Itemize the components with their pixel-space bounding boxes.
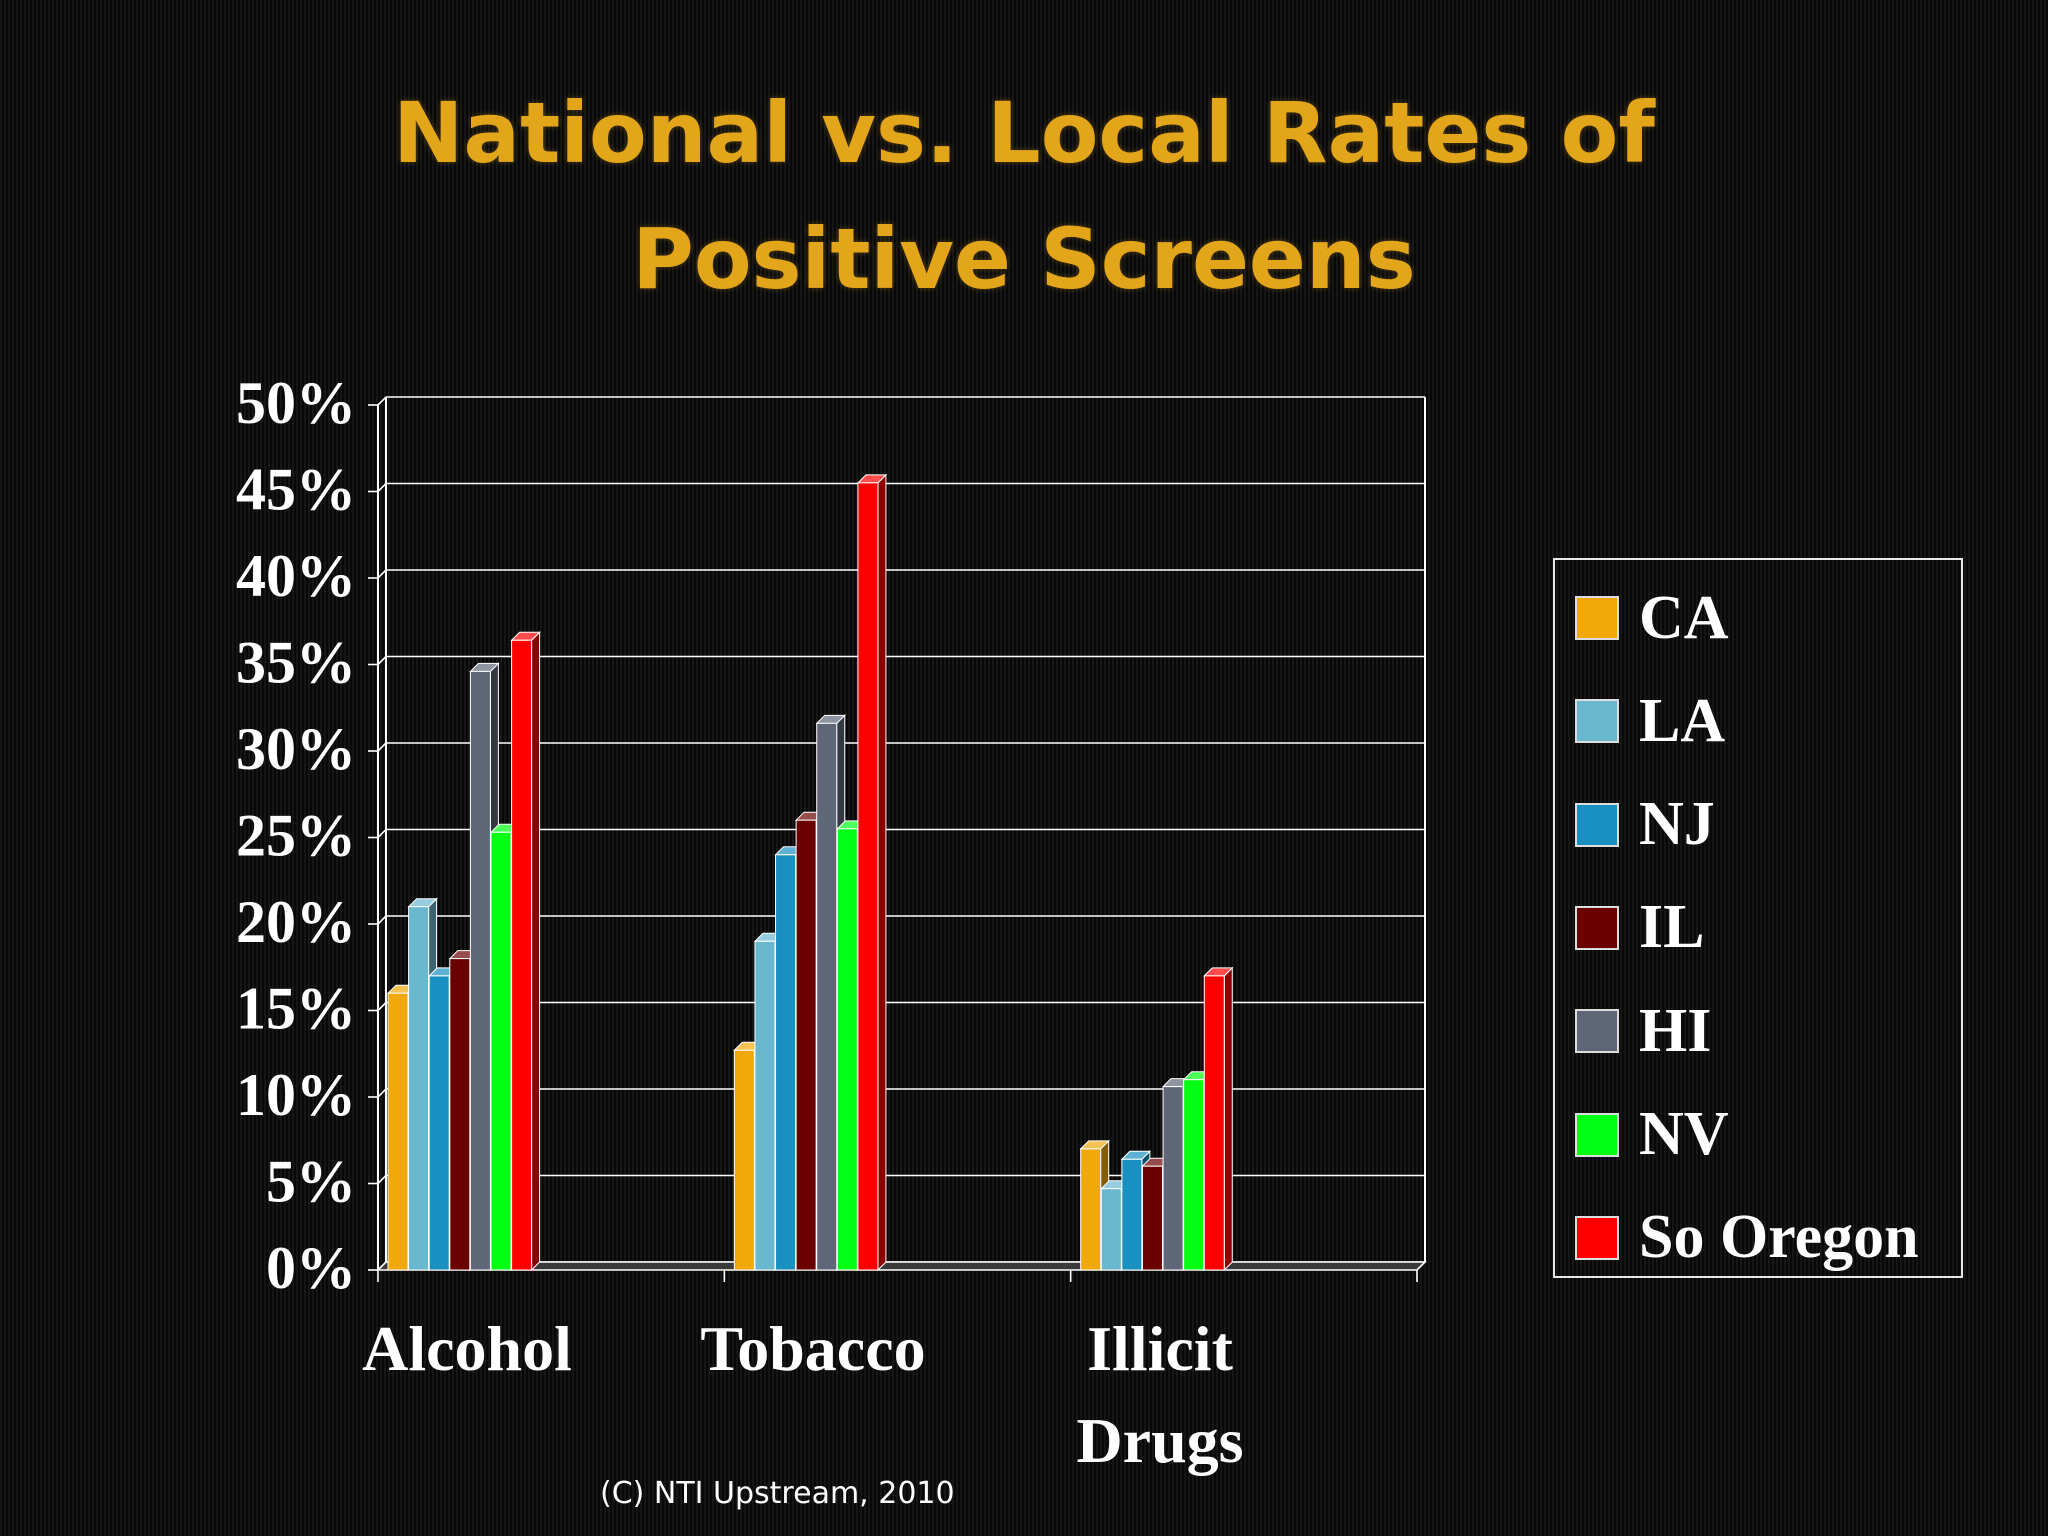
legend-item: NJ [1575,790,1715,858]
legend-label: HI [1639,996,1712,1065]
chart-title-line-1: National vs. Local Rates of [393,84,1655,182]
y-tick-label: 0% [266,1235,356,1301]
x-category-label-line: Drugs [1076,1405,1243,1476]
legend-item: CA [1575,584,1729,652]
legend-label: IL [1639,893,1705,962]
bar [856,473,888,1272]
bar-side [531,631,541,1272]
bar-front [836,828,858,1271]
bar-front [1203,975,1225,1271]
gridline-side [377,915,387,925]
y-tick-label: 20% [236,889,356,955]
chart-legend: CA LA NJ IL HI NV So Oregon [1553,558,1963,1278]
bar-front [449,958,471,1271]
y-tick-label: 25% [236,803,356,869]
bar-front [1141,1165,1163,1271]
legend-label: NJ [1639,790,1715,859]
x-category-label-line: Illicit [1087,1313,1233,1384]
gridline-side [377,655,387,666]
bar-front [857,482,879,1271]
x-category-label: Illicit Drugs [1076,1313,1243,1476]
plot-area [368,396,1427,1282]
legend-label: CA [1639,583,1729,652]
bar-front [428,975,450,1271]
y-tick-label: 30% [236,716,356,782]
bar-front [775,854,797,1271]
y-tick-label: 15% [236,976,356,1042]
legend-item: So Oregon [1575,1203,1919,1271]
legend-item: NV [1575,1100,1729,1168]
bar-front [1080,1148,1102,1271]
bar-front [1183,1079,1205,1271]
y-tick-label: 50% [236,370,356,436]
bar-front [1162,1086,1184,1271]
bar-front [1121,1158,1143,1271]
y-tick-label: 5% [266,1149,356,1215]
bar-side [877,473,887,1272]
legend-label: LA [1639,686,1726,755]
bar [1203,966,1234,1272]
x-category-label-line: Tobacco [700,1313,925,1384]
gridline-side [377,742,387,752]
bar-front [490,831,512,1271]
legend-swatch [1575,905,1619,950]
gridline-side [377,396,387,406]
gridline-side [377,1174,387,1185]
y-tick-label: 35% [236,630,356,696]
x-category-label-line: Alcohol [362,1313,572,1384]
gridline-side [377,1088,387,1098]
chart-title-line-2: Positive Screens [632,210,1416,308]
axis-labels: 0% 5% 10% 15% 20% 25% 30% 35% 40% 45% 50% Alcohol To… [236,370,1244,1476]
bar [510,631,541,1272]
bar-front [754,940,776,1271]
gridline-side [377,1001,387,1012]
gridline-side [377,828,387,839]
legend-item: LA [1575,687,1725,755]
bar-front [511,639,533,1271]
legend-swatch [1575,1215,1619,1260]
bar-front [387,992,409,1271]
y-tick-label: 10% [236,1062,356,1128]
bar-front [408,906,430,1271]
legend-swatch [1575,699,1619,744]
chart-title: National vs. Local Rates of Positive Scr… [0,70,2048,322]
legend-item: IL [1575,893,1704,961]
legend-swatch [1575,802,1619,847]
y-tick-label: 45% [236,457,356,523]
bars [386,473,1234,1272]
legend-item: HI [1575,997,1711,1065]
gridline-side [377,482,387,493]
legend-swatch [1575,1112,1619,1157]
bar-front [816,722,838,1271]
gridline-side [377,569,387,579]
legend-label: So Oregon [1639,1203,1919,1272]
bar-front [795,819,817,1271]
y-tick-label: 40% [236,543,356,609]
bar-front [469,670,491,1271]
legend-swatch [1575,596,1619,640]
copyright-credit: (C) NTI Upstream, 2010 [600,1476,955,1511]
x-category-label: Tobacco [700,1313,925,1384]
legend-swatch [1575,1009,1619,1054]
legend-label: NV [1639,1100,1729,1168]
bar-front [733,1049,755,1271]
x-category-label: Alcohol [362,1313,572,1384]
bar-front [1100,1188,1122,1271]
bar-side [1223,966,1233,1272]
